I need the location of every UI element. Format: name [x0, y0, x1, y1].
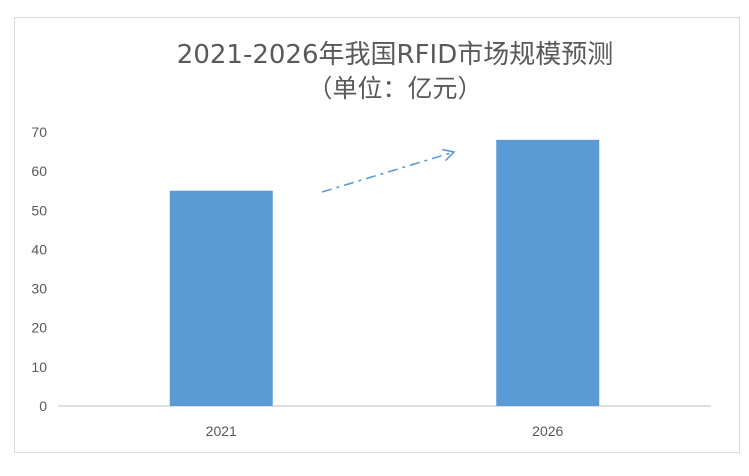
- y-axis-ticks: 0 10 20 30 40 50 60 70: [31, 124, 47, 414]
- trend-arrow-head: [442, 148, 456, 162]
- bars: [169, 139, 600, 407]
- trend-arrow-annotation: [321, 148, 456, 193]
- x-axis-ticks: 2021 2026: [206, 423, 564, 439]
- y-tick-label: 10: [31, 359, 47, 375]
- chart-subtitle: （单位：亿元）: [307, 74, 483, 103]
- y-tick-label: 60: [31, 163, 47, 179]
- trend-arrow-shaft: [321, 151, 455, 193]
- chart-frame: [14, 17, 740, 453]
- y-tick-label: 0: [39, 398, 47, 414]
- y-tick-label: 50: [31, 202, 47, 218]
- chart-title: 2021-2026年我国RFID市场规模预测: [176, 40, 614, 70]
- y-tick-label: 70: [31, 124, 47, 140]
- x-tick-label: 2021: [206, 423, 237, 439]
- bar-2021: [169, 190, 273, 406]
- x-tick-label: 2026: [532, 423, 563, 439]
- y-tick-label: 20: [31, 320, 47, 336]
- y-tick-label: 30: [31, 281, 47, 297]
- y-tick-label: 40: [31, 241, 47, 257]
- bar-2026: [496, 139, 600, 407]
